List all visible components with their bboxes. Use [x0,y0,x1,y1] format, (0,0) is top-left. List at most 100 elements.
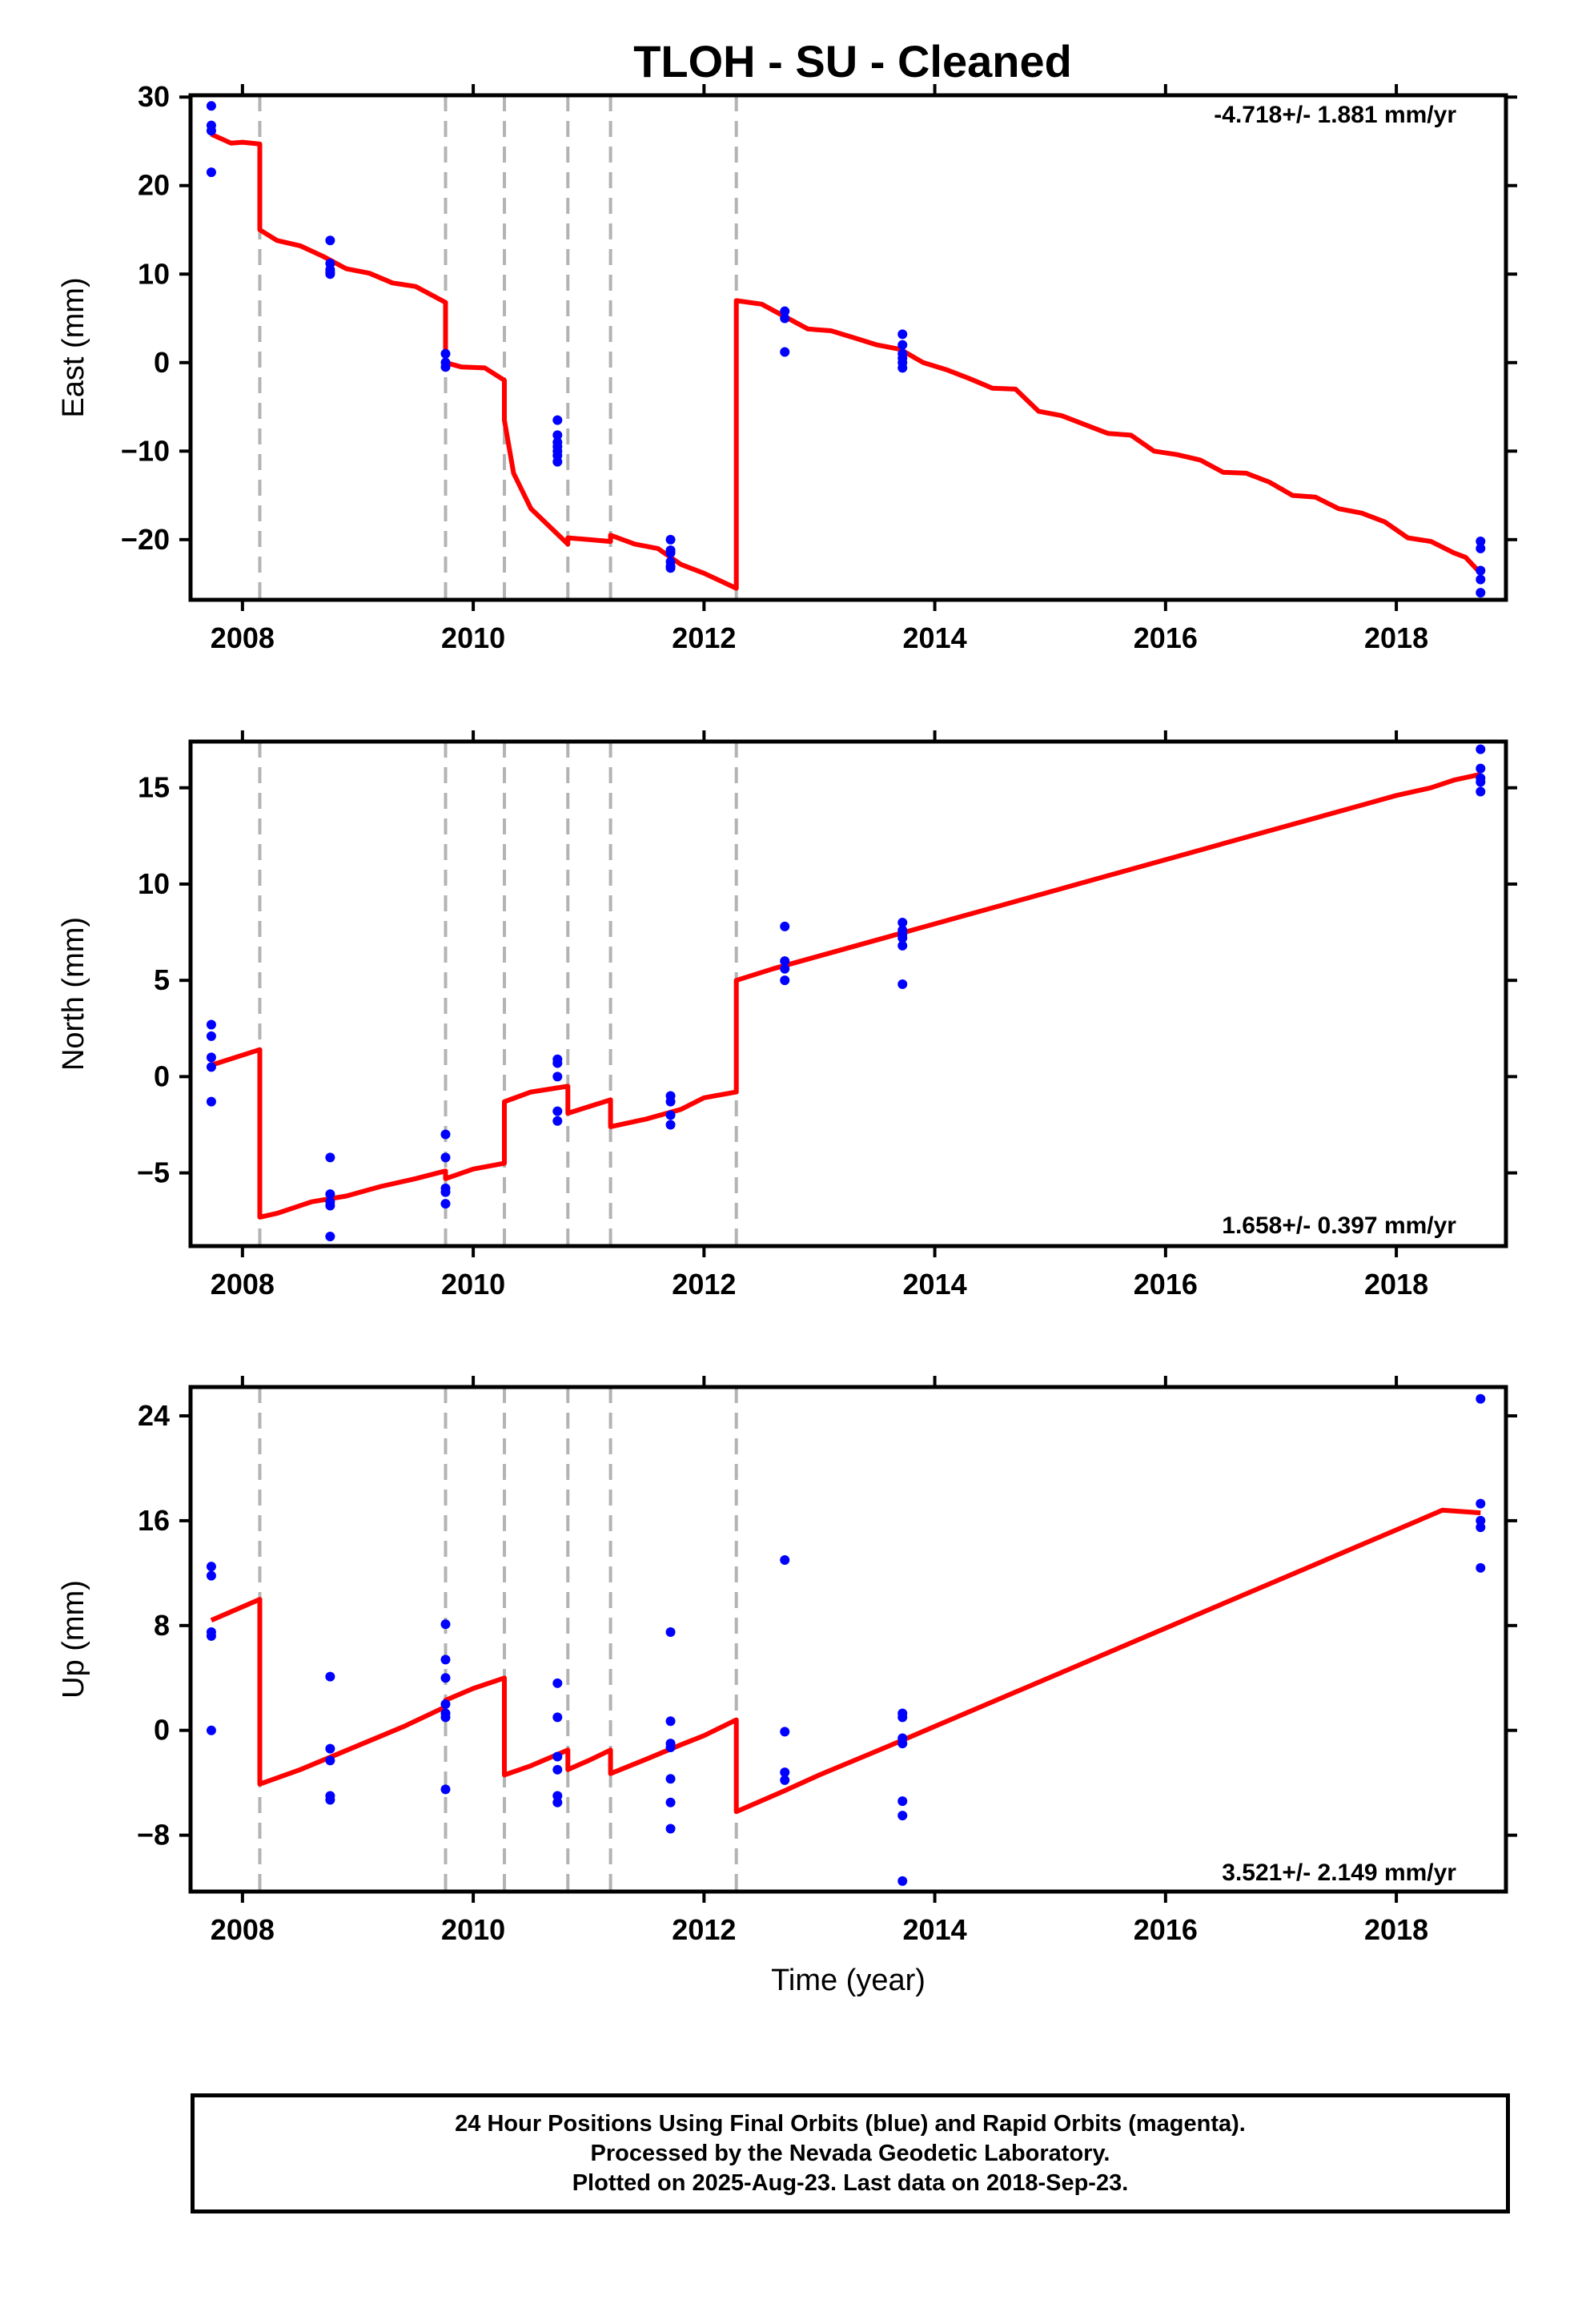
up-data-point [665,1716,676,1727]
north-data-point [665,1110,676,1120]
y-tick-label: 24 [138,1399,170,1432]
footer-line-3: Plotted on 2025-Aug-23. Last data on 201… [572,2169,1129,2196]
footer-line-2: Processed by the Nevada Geodetic Laborat… [590,2140,1110,2166]
east-data-point [665,548,676,558]
up-data-point [665,1797,676,1807]
up-data-point [325,1743,335,1754]
footer-line-1: 24 Hour Positions Using Final Orbits (bl… [455,2110,1246,2137]
up-data-point [206,1630,216,1641]
north-data-point [897,940,908,951]
up-model-line [210,1507,1481,1815]
north-data-point [440,1129,451,1140]
up-data-point [440,1712,451,1723]
up-data-point [897,1796,908,1807]
north-data-point [552,1058,563,1068]
east-data-point [897,329,908,340]
east-frame [188,93,1508,602]
east-data-point [1476,574,1486,585]
north-data-point [897,979,908,989]
x-tick-label: 2008 [211,1268,275,1301]
up-data-point [206,1725,216,1735]
x-tick-label: 2016 [1134,621,1198,654]
up-y-axis-label: Up (mm) [57,1580,90,1699]
up-data-point [665,1823,676,1834]
east-data-point [897,363,908,373]
north-data-point [206,1019,216,1030]
north-y-axis-label: North (mm) [57,917,90,1071]
east-data-point [440,362,451,372]
east-y-axis-label: East (mm) [57,277,90,417]
x-tick-label: 2012 [672,1268,736,1301]
x-axis-label: Time (year) [771,1964,926,1997]
up-panel: 24 16 8 0 −8 2008 2010 2012 2014 2016 2018 Up (mm) 3… [57,1376,1517,1997]
up-data-point [665,1743,676,1752]
north-frame [188,739,1508,1248]
north-data-point [1476,744,1486,754]
north-data-point [1476,786,1486,797]
north-rate-label: 1.658+/- 0.397 mm/yr [1222,1212,1456,1239]
east-data-point [665,563,676,573]
east-data-point [1476,588,1486,598]
north-data-point [552,1072,563,1082]
north-data-point [325,1189,335,1200]
up-data-point [440,1655,451,1665]
north-data-point [325,1152,335,1163]
x-tick-label: 2014 [903,1268,967,1301]
north-data-point [325,1200,335,1211]
y-tick-label: 15 [138,771,170,804]
x-tick-label: 2016 [1134,1913,1198,1946]
north-data-point [780,975,790,986]
x-tick-label: 2010 [441,1913,505,1946]
east-data-point [780,313,790,324]
y-tick-label: 10 [138,867,170,900]
y-tick-label: −5 [137,1156,170,1189]
north-data-point [897,918,908,928]
x-tick-label: 2010 [441,621,505,654]
up-data-point [1476,1498,1486,1509]
east-data-point [897,340,908,350]
north-data-point [552,1116,563,1126]
up-data-point [897,1712,908,1723]
east-model-line [210,131,1483,591]
north-data-point [206,1096,216,1107]
up-data-point [897,1811,908,1821]
north-data-point [440,1152,451,1163]
y-tick-label: 16 [138,1504,170,1537]
east-data-point [665,534,676,545]
north-data-point [325,1231,335,1241]
east-data-point [780,306,790,316]
up-data-point [1476,1562,1486,1573]
x-tick-label: 2018 [1364,1913,1428,1946]
east-data-point [552,430,563,440]
north-data-point [440,1199,451,1209]
y-tick-label: −8 [137,1819,170,1852]
north-data-point [665,1120,676,1130]
north-data-point [780,921,790,931]
up-data-point [325,1671,335,1682]
x-tick-label: 2008 [211,1913,275,1946]
up-data-point [1476,1393,1486,1404]
east-data-point [1476,543,1486,553]
east-data-point [780,347,790,357]
up-data-point [440,1784,451,1795]
x-tick-label: 2012 [672,1913,736,1946]
north-data-point [1476,763,1486,774]
x-tick-label: 2018 [1364,1268,1428,1301]
north-data-point [206,1062,216,1072]
up-frame [188,1385,1508,1894]
x-tick-label: 2014 [903,1913,967,1946]
up-data-point [780,1775,790,1785]
up-data-point [440,1699,451,1709]
up-data-point [552,1751,563,1762]
x-tick-label: 2016 [1134,1268,1198,1301]
up-rate-label: 3.521+/- 2.149 mm/yr [1222,1860,1456,1886]
up-data-point [665,1774,676,1784]
up-data-point [552,1797,563,1807]
up-data-point [206,1562,216,1572]
x-tick-label: 2012 [672,621,736,654]
up-data-point [897,1876,908,1886]
x-tick-label: 2008 [211,621,275,654]
north-data-point [1476,777,1486,787]
up-data-point [325,1795,335,1805]
